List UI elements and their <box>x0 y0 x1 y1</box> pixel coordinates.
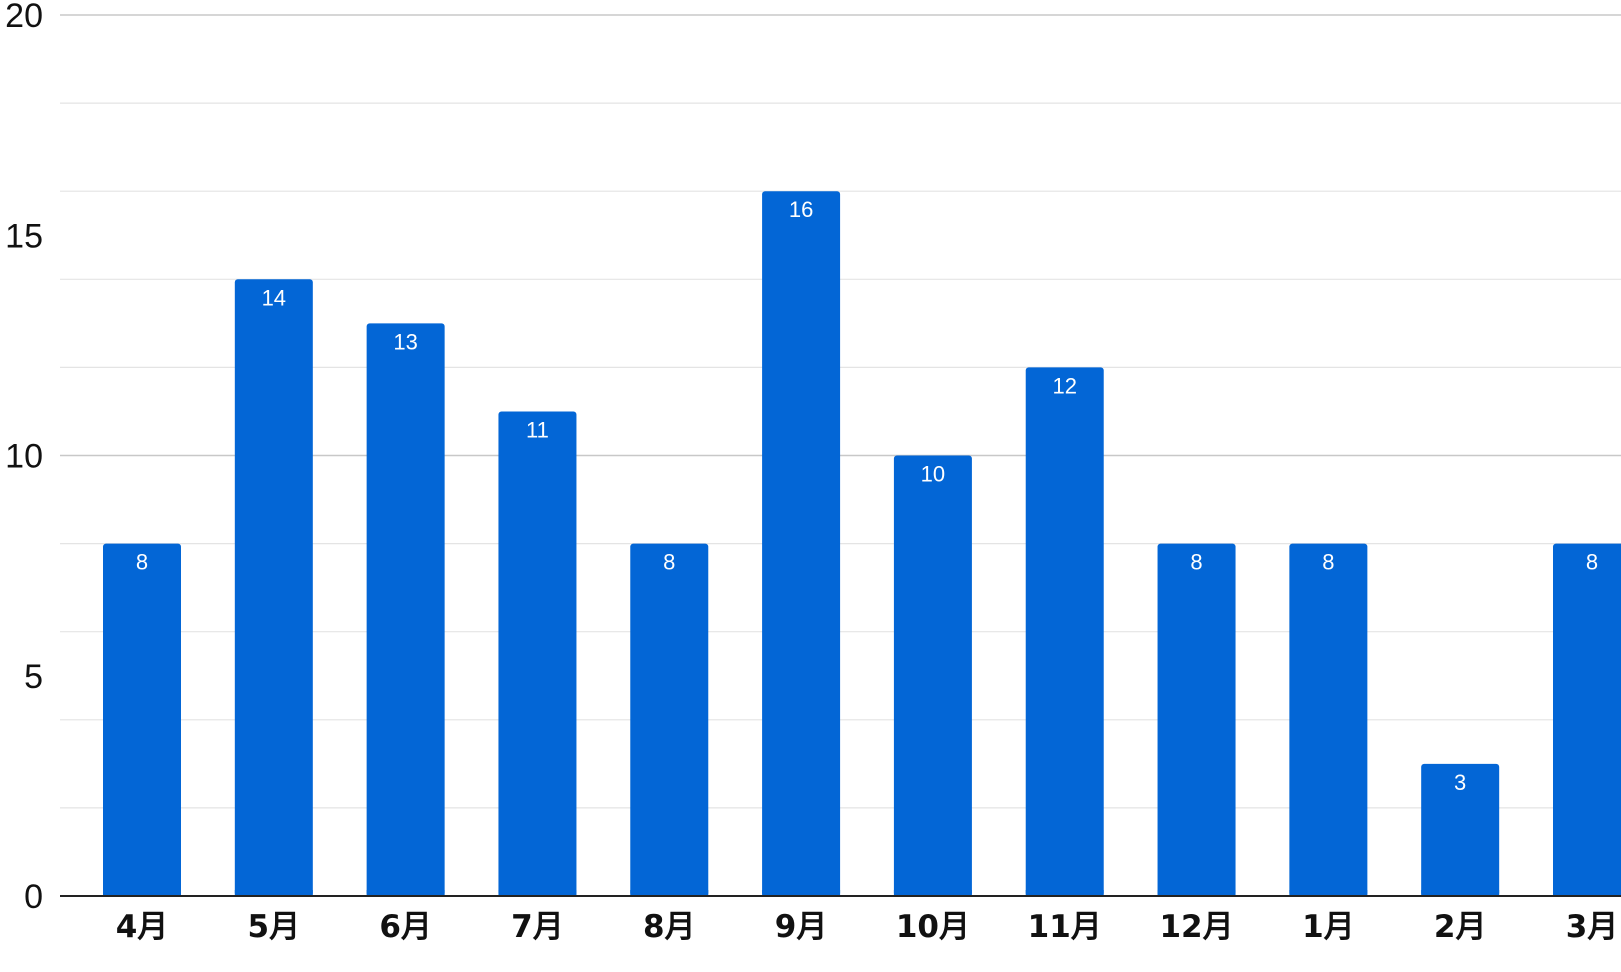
bar-base <box>630 890 709 896</box>
bar-base <box>103 890 181 896</box>
x-tick-label: 6月 <box>379 909 432 945</box>
data-label: 3 <box>1454 770 1466 795</box>
data-label: 8 <box>136 550 148 575</box>
bar-base <box>1025 890 1104 896</box>
data-label: 10 <box>921 462 945 487</box>
x-tick-label: 5月 <box>248 909 301 945</box>
bar <box>366 323 445 897</box>
bar <box>103 543 181 896</box>
bar-base <box>893 890 972 896</box>
x-axis-ticks: 4月 5月 6月 7月 8月 9月 10月 11月 12月 1月 2月 3月 <box>116 909 1619 945</box>
data-label: 11 <box>526 417 549 442</box>
data-label: 8 <box>1190 550 1202 575</box>
x-tick-label: 2月 <box>1434 909 1487 945</box>
bar-base <box>1553 890 1621 896</box>
x-tick-label: 8月 <box>643 909 696 945</box>
x-tick-label: 10月 <box>896 909 970 945</box>
y-tick-label: 10 <box>5 438 43 476</box>
bar <box>234 279 313 896</box>
bar <box>1157 543 1236 896</box>
data-label: 8 <box>1586 550 1598 575</box>
x-tick-label: 12月 <box>1159 909 1233 945</box>
bar-base <box>762 890 841 896</box>
bar-base <box>234 890 313 896</box>
x-tick-label: 7月 <box>511 909 564 945</box>
y-tick-label: 15 <box>5 217 43 255</box>
gridlines <box>60 14 1621 809</box>
y-tick-label: 20 <box>5 0 43 35</box>
bar <box>893 455 972 896</box>
data-label: 12 <box>1052 373 1076 398</box>
x-tick-label: 1月 <box>1302 909 1355 945</box>
bars <box>103 191 1621 897</box>
x-tick-label: 11月 <box>1028 909 1102 945</box>
data-label: 8 <box>1322 550 1334 575</box>
bar-base <box>498 890 577 896</box>
x-tick-label: 3月 <box>1566 909 1619 945</box>
y-tick-label: 0 <box>24 878 43 916</box>
bar-base <box>1421 890 1500 896</box>
y-tick-label: 5 <box>24 658 43 696</box>
data-label: 13 <box>393 329 417 354</box>
bar-base <box>1289 890 1368 896</box>
data-label: 8 <box>663 550 675 575</box>
bar <box>1289 543 1368 896</box>
y-axis-ticks: 0 5 10 15 20 <box>5 0 43 916</box>
bar <box>1025 367 1104 896</box>
bar-base <box>1157 890 1236 896</box>
bar <box>498 411 577 896</box>
x-tick-label: 4月 <box>116 909 169 945</box>
bar <box>630 543 709 896</box>
data-label: 14 <box>262 285 286 310</box>
data-label: 16 <box>789 197 813 222</box>
bar <box>1553 543 1621 896</box>
data-labels: 8 14 13 11 8 16 10 12 8 8 3 8 <box>136 197 1598 795</box>
bar <box>1421 763 1500 896</box>
x-tick-label: 9月 <box>775 909 828 945</box>
bar-base <box>366 890 445 896</box>
bar <box>762 191 841 896</box>
